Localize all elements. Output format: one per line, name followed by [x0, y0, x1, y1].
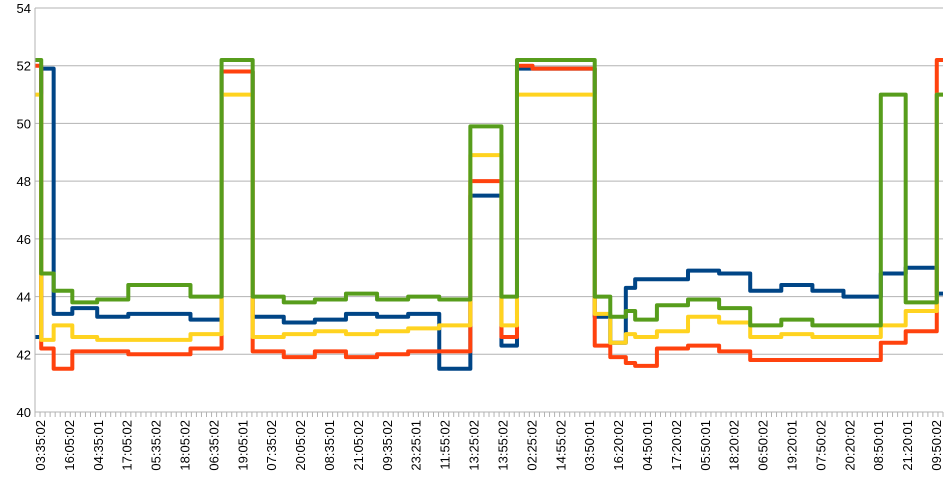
series-lines [35, 57, 943, 371]
x-tick-label: 03:35:02 [33, 420, 48, 471]
series-line-0 [35, 66, 943, 371]
x-tick-label: 04:50:01 [640, 420, 655, 471]
x-tick-label: 18:05:02 [178, 420, 193, 471]
x-tick-label: 11:55:02 [438, 420, 453, 470]
x-tick-label: 23:25:01 [409, 420, 424, 471]
x-tick-label: 14:55:02 [553, 420, 568, 471]
axes [34, 8, 944, 417]
x-tick-label: 16:05:02 [62, 420, 77, 471]
y-tick-label: 54 [17, 1, 31, 16]
y-tick-label: 46 [17, 232, 31, 247]
x-tick-label: 06:35:02 [206, 420, 221, 471]
series-line-1 [35, 57, 943, 371]
x-tick-label: 07:35:02 [264, 420, 279, 471]
y-tick-label: 42 [17, 347, 31, 362]
x-tick-label: 20:05:02 [293, 420, 308, 471]
x-tick-label: 09:35:02 [380, 420, 395, 471]
x-tick-label: 18:20:02 [727, 420, 742, 471]
x-tick-label: 06:50:02 [756, 420, 771, 471]
x-tick-label: 05:50:01 [698, 420, 713, 471]
y-tick-label: 52 [17, 59, 31, 74]
x-tick-label: 05:35:02 [149, 420, 164, 471]
x-tick-label: 21:05:02 [351, 420, 366, 471]
x-tick-label: 17:20:02 [669, 420, 684, 471]
x-axis-tick-labels: 03:35:02 16:05:02 04:35:01 17:05:02 05:35:02… [33, 420, 944, 471]
y-tick-label: 44 [17, 290, 31, 305]
series-line-2 [35, 92, 943, 345]
x-tick-label: 08:50:01 [871, 420, 886, 471]
x-tick-label: 03:50:01 [582, 420, 597, 471]
x-tick-label: 13:25:02 [467, 420, 482, 471]
x-tick-label: 19:05:01 [235, 420, 250, 471]
y-tick-label: 40 [17, 405, 31, 420]
x-tick-label: 21:20:01 [900, 420, 915, 471]
x-tick-label: 16:20:02 [611, 420, 626, 471]
y-tick-label: 48 [17, 174, 31, 189]
x-tick-label: 02:25:02 [524, 420, 539, 471]
y-tick-label: 50 [17, 116, 31, 131]
y-axis-tick-labels: 40 42 44 46 48 50 52 54 [17, 1, 31, 420]
x-tick-label: 20:20:02 [842, 420, 857, 471]
x-tick-label: 17:05:02 [120, 420, 135, 471]
x-tick-label: 09:50:02 [929, 420, 944, 471]
x-tick-label: 13:55:02 [495, 420, 510, 471]
x-tick-label: 08:35:01 [322, 420, 337, 471]
gridlines [35, 7, 943, 413]
x-tick-label: 04:35:01 [91, 420, 106, 471]
x-tick-label: 19:20:01 [784, 420, 799, 471]
series-line-3 [35, 57, 943, 328]
x-tick-label: 07:50:02 [813, 420, 828, 471]
